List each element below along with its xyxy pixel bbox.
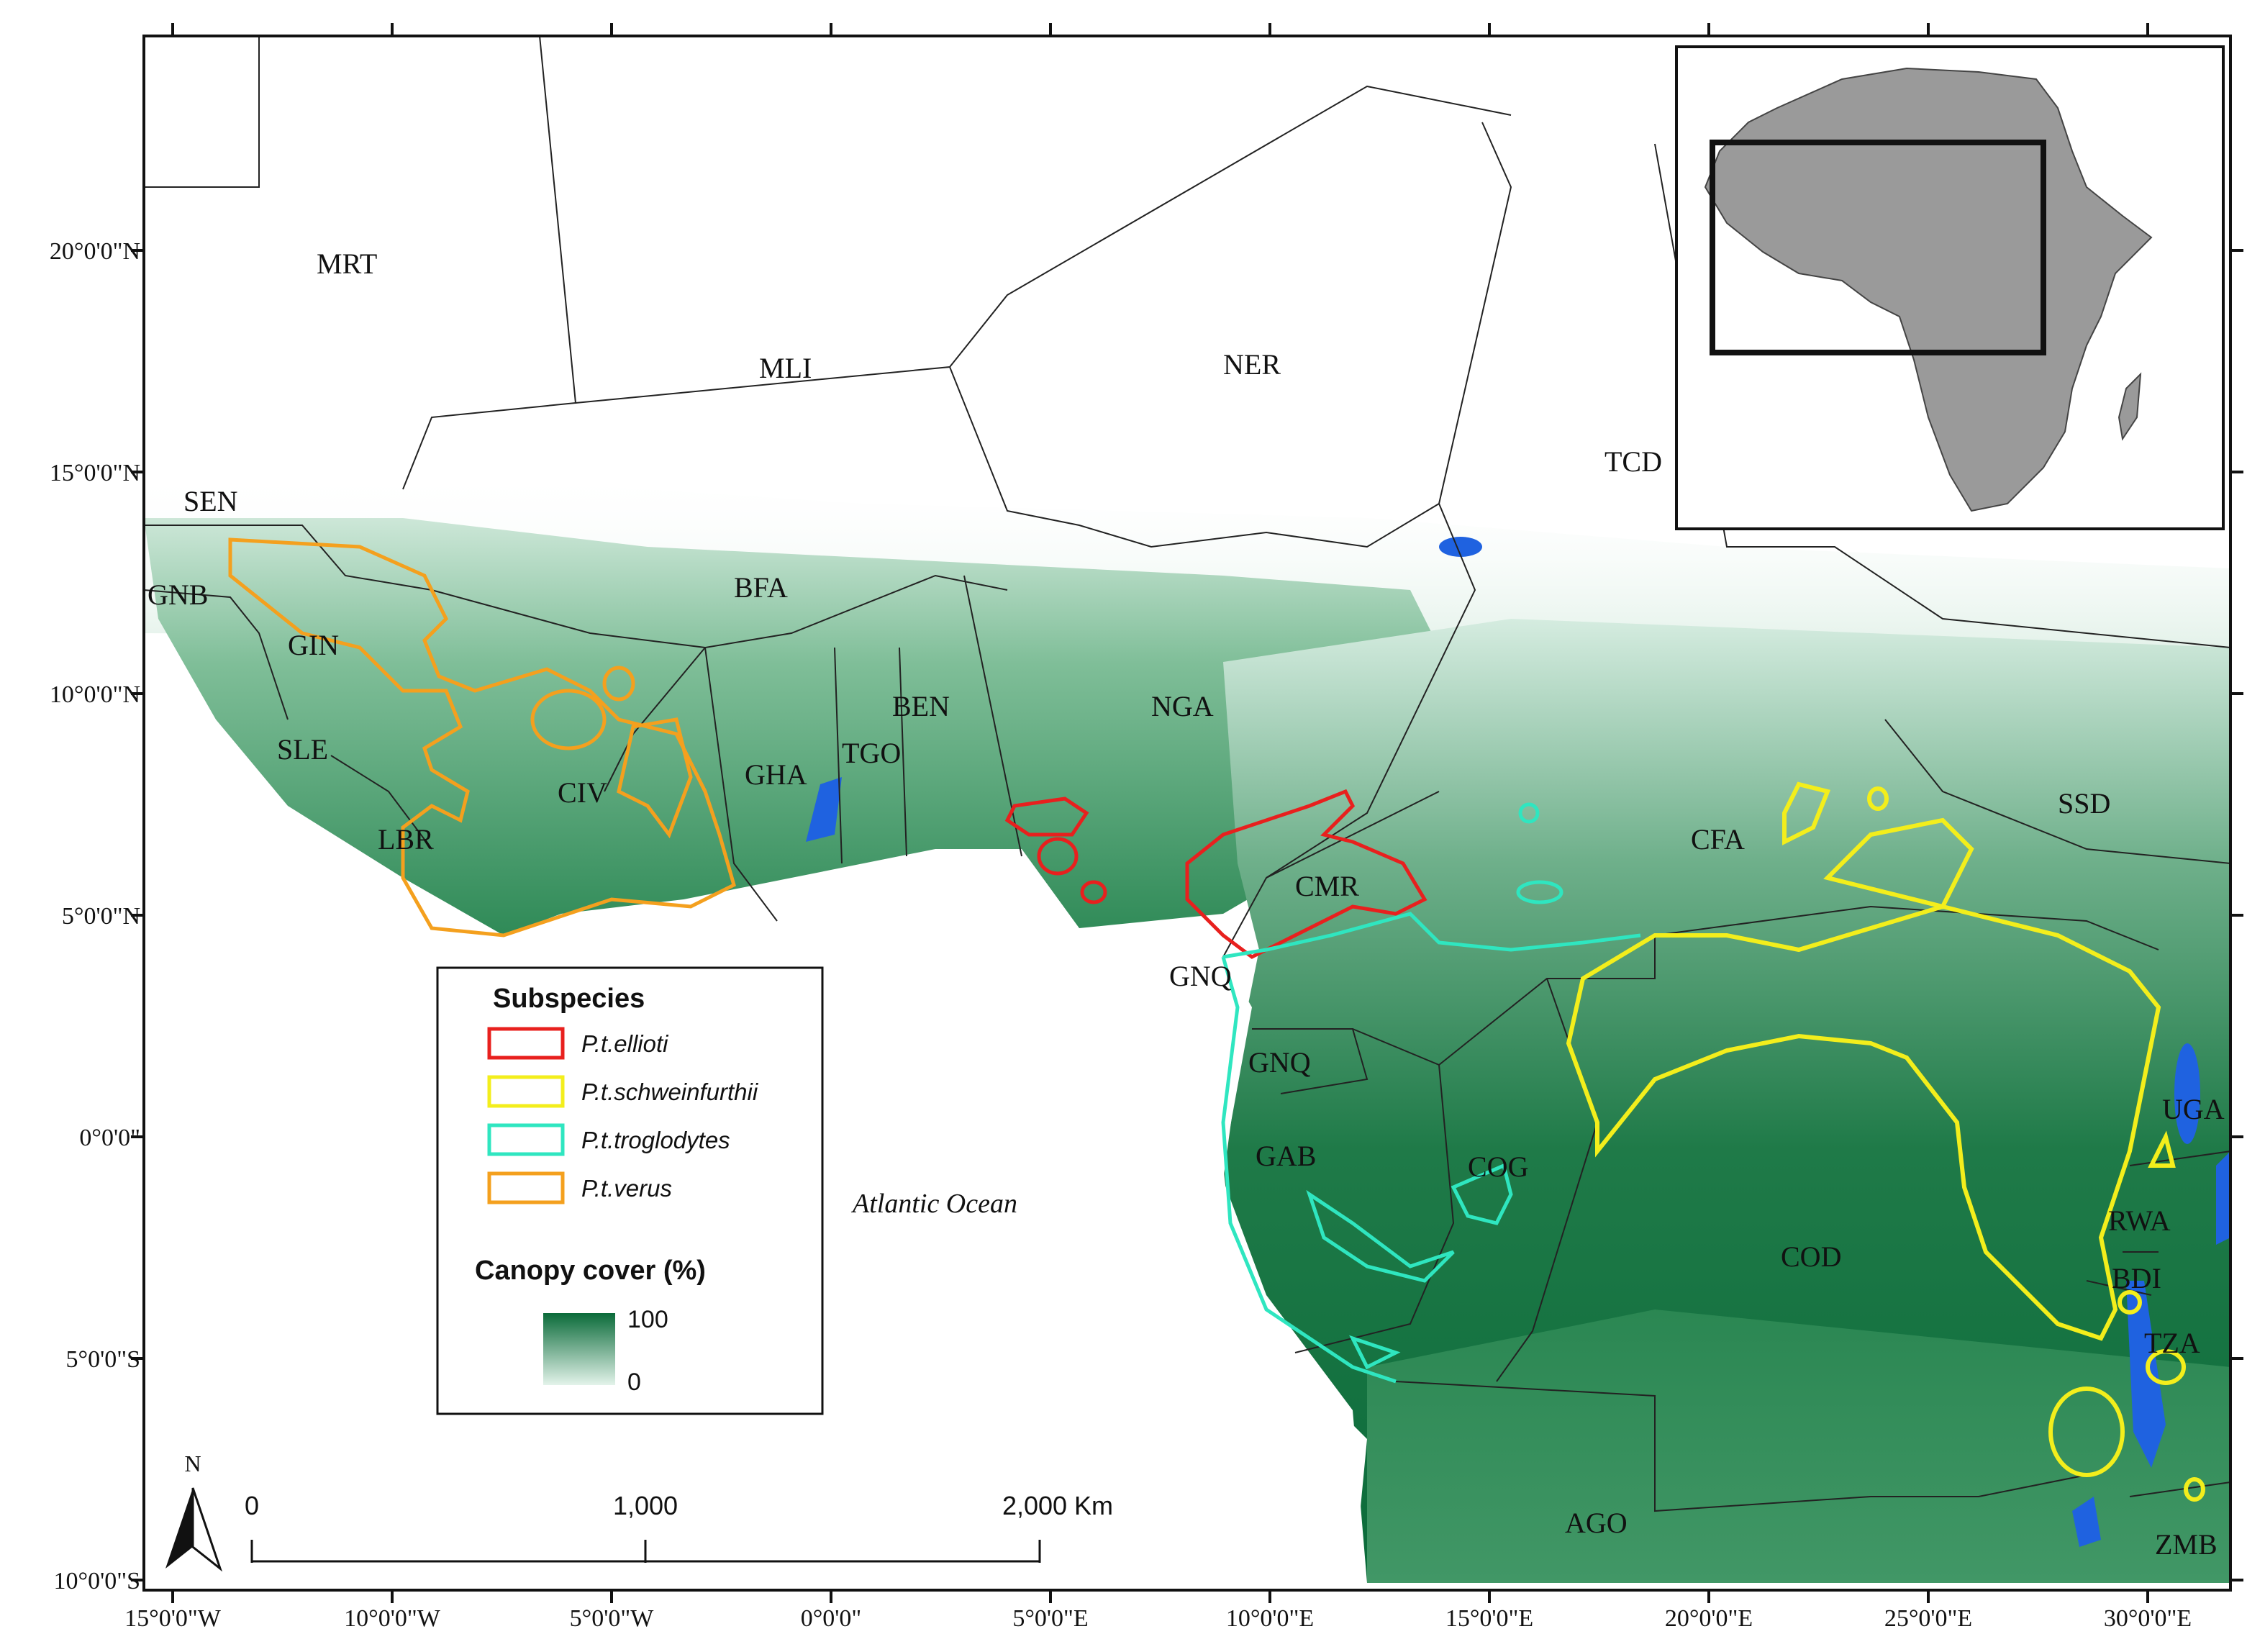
inset-extent-box — [1710, 140, 2046, 355]
country-label: SEN — [183, 485, 238, 517]
north-label: N — [184, 1451, 201, 1476]
lon-label: 30°0'0"E — [2104, 1605, 2192, 1632]
country-label: LBR — [378, 823, 434, 856]
lat-label: 0°0'0" — [79, 1125, 140, 1151]
lon-label: 15°0'0"E — [1445, 1605, 1533, 1632]
country-label: SSD — [2058, 787, 2110, 820]
canopy-min-label: 0 — [627, 1369, 641, 1396]
scale-label-0: 0 — [245, 1491, 259, 1520]
north-arrow-icon: N — [165, 1451, 223, 1572]
country-label: BFA — [734, 571, 788, 604]
legend-swatch-schweinfurthii — [487, 1075, 565, 1108]
longitude-labels: 15°0'0"W 10°0'0"W 5°0'0"W 0°0'0" 5°0'0"E… — [124, 1605, 2192, 1632]
country-label: BDI — [2112, 1262, 2161, 1294]
lake-tanganyika — [2126, 1281, 2166, 1468]
country-label: SLE — [277, 733, 328, 766]
range-pt-troglodytes — [1221, 802, 1641, 1384]
lake-volta — [806, 777, 842, 842]
latitude-ticks — [131, 249, 2243, 1581]
lat-label: 5°0'0"N — [62, 903, 140, 930]
country-label: NGA — [1151, 690, 1214, 722]
lat-label: 5°0'0"S — [65, 1346, 140, 1373]
country-label: TGO — [842, 737, 901, 769]
country-label: MRT — [317, 248, 377, 280]
country-label: CIV — [558, 776, 607, 809]
country-label: CFA — [1691, 823, 1745, 856]
lon-label: 5°0'0"W — [570, 1605, 655, 1632]
country-label: GNB — [147, 578, 208, 611]
country-label: AGO — [1565, 1507, 1628, 1539]
scale-label-1000: 1,000 — [613, 1491, 678, 1520]
country-label: COG — [1468, 1150, 1528, 1183]
lon-label: 5°0'0"E — [1012, 1605, 1088, 1632]
lon-label: 10°0'0"W — [344, 1605, 441, 1632]
legend-swatch-troglodytes — [487, 1123, 565, 1156]
longitude-ticks — [171, 23, 2149, 1603]
legend-item-label: P.t.verus — [581, 1175, 672, 1202]
country-label: TZA — [2144, 1327, 2200, 1359]
madagascar-silhouette — [2118, 372, 2142, 441]
country-labels: MRT MLI NER TCD SEN GNB GIN SLE LBR CIV … — [147, 248, 2225, 1561]
lat-label: 10°0'0"S — [53, 1568, 140, 1594]
legend-box — [436, 966, 824, 1415]
canopy-max-label: 100 — [627, 1306, 668, 1333]
country-label: TCD — [1604, 445, 1662, 478]
lake-albert — [2174, 1043, 2200, 1144]
lake-victoria — [2216, 1151, 2230, 1245]
country-label: GNQ — [1169, 960, 1232, 992]
lon-label: 25°0'0"E — [1884, 1605, 1972, 1632]
country-label: BEN — [892, 690, 950, 722]
west-africa-vegetation — [144, 518, 1439, 935]
lon-label: 20°0'0"E — [1665, 1605, 1753, 1632]
latitude-labels: 20°0'0"N 15°0'0"N 10°0'0"N 5°0'0"N 0°0'0… — [50, 238, 140, 1594]
country-borders — [143, 35, 2231, 1512]
country-label: GNQ — [1248, 1046, 1311, 1079]
lon-label: 10°0'0"E — [1226, 1605, 1314, 1632]
country-label: ZMB — [2155, 1528, 2218, 1561]
lake-mweru — [2072, 1497, 2101, 1547]
legend-swatch-ellioti — [487, 1027, 565, 1060]
scale-label-2000: 2,000 Km — [1002, 1491, 1113, 1520]
map-frame — [142, 35, 2232, 1592]
country-label: CMR — [1295, 870, 1359, 902]
canopy-legend-title: Canopy cover (%) — [475, 1256, 706, 1286]
legend-item-label: P.t.schweinfurthii — [581, 1079, 759, 1105]
country-label: COD — [1781, 1240, 1841, 1273]
range-pt-ellioti — [1004, 789, 1427, 959]
range-pt-verus — [228, 537, 736, 938]
africa-silhouette — [1704, 67, 2153, 512]
lat-label: 15°0'0"N — [50, 460, 140, 486]
legend-title: Subspecies — [493, 984, 645, 1014]
legend: Subspecies P.t.ellioti P.t.schweinfurthi… — [436, 966, 824, 1415]
country-label: UGA — [2162, 1093, 2225, 1125]
country-label: GAB — [1256, 1140, 1316, 1172]
country-label: RWA — [2108, 1204, 2171, 1237]
legend-swatch-verus — [487, 1171, 565, 1204]
lon-label: 0°0'0" — [801, 1605, 862, 1632]
country-label: GHA — [745, 758, 807, 791]
lat-label: 20°0'0"N — [50, 238, 140, 265]
legend-item-label: P.t.troglodytes — [581, 1127, 730, 1153]
southern-savanna — [1367, 1310, 2230, 1583]
lake-chad — [1439, 537, 1482, 557]
scale-bar: 0 1,000 2,000 Km — [245, 1491, 1113, 1563]
legend-item-label: P.t.ellioti — [581, 1030, 669, 1057]
ocean-label: Atlantic Ocean — [850, 1189, 1017, 1219]
country-label: MLI — [759, 352, 812, 384]
canopy-color-ramp — [543, 1313, 615, 1385]
range-pt-schweinfurthii — [1566, 781, 2205, 1502]
lon-label: 15°0'0"W — [124, 1605, 222, 1632]
country-label: NER — [1223, 348, 1281, 381]
inset-map — [1675, 45, 2225, 530]
country-label: GIN — [288, 629, 339, 661]
lat-label: 10°0'0"N — [50, 681, 140, 708]
